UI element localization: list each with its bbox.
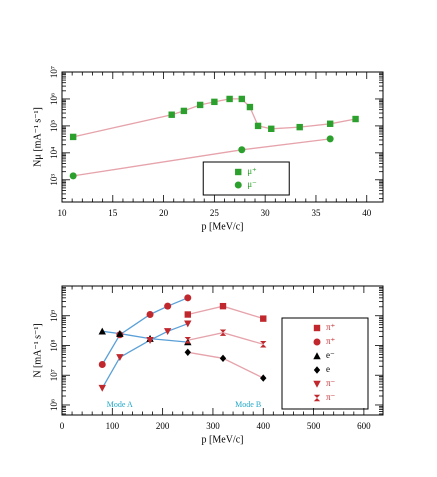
x-tick-label: 600: [357, 421, 371, 431]
x-tick-label: 0: [60, 421, 65, 431]
y-tick-label: 10⁴: [49, 147, 59, 159]
marker: [98, 327, 106, 335]
series-line: [187, 351, 264, 379]
marker: [146, 337, 154, 344]
legend-label: μ⁻: [247, 179, 257, 189]
x-tick-label: 300: [206, 421, 220, 431]
marker: [254, 122, 262, 130]
marker: [260, 315, 267, 322]
marker: [184, 337, 191, 344]
legend-marker: [234, 181, 242, 189]
marker: [116, 329, 124, 337]
y-tick-label: 10⁵: [49, 120, 59, 132]
annotation: Mode A: [107, 400, 133, 409]
y-tick-label: 10⁷: [49, 66, 59, 78]
series-line: [187, 332, 264, 345]
series-line: [73, 138, 331, 177]
x-tick-label: 25: [210, 208, 220, 218]
legend-label: e: [326, 364, 330, 374]
marker: [296, 123, 303, 131]
x-axis-label: p [MeV/c]: [202, 221, 244, 232]
x-tick-label: 20: [159, 208, 169, 218]
y-axis-label: N [mA⁻¹ s⁻¹]: [32, 323, 43, 377]
marker: [184, 294, 192, 302]
marker: [69, 172, 77, 180]
legend-label: μ⁺: [247, 166, 257, 176]
x-tick-label: 35: [311, 208, 321, 218]
x-tick-label: 30: [261, 208, 271, 218]
x-tick-label: 15: [108, 208, 118, 218]
y-tick-label: 10⁶: [49, 399, 59, 411]
legend-marker: [235, 168, 242, 176]
x-tick-label: 10: [58, 208, 68, 218]
marker: [326, 120, 334, 127]
marker: [98, 360, 106, 368]
marker: [219, 354, 227, 363]
marker: [163, 328, 172, 335]
legend-label: π⁺: [326, 336, 336, 346]
y-tick-label: 10⁹: [49, 310, 59, 322]
plot-frame: [61, 285, 384, 416]
legend-label: π⁻: [326, 392, 336, 402]
y-tick-label: 10³: [49, 174, 59, 186]
marker: [268, 125, 275, 133]
x-tick-label: 500: [307, 421, 321, 431]
x-tick-label: 400: [257, 421, 271, 431]
x-tick-label: 200: [156, 421, 170, 431]
marker: [219, 302, 227, 310]
marker: [184, 311, 191, 318]
legend-marker: [313, 394, 321, 402]
marker: [260, 341, 267, 348]
marker: [238, 146, 246, 154]
series-line: [101, 297, 189, 365]
marker: [164, 302, 172, 310]
series-line: [102, 330, 188, 343]
marker: [184, 320, 192, 328]
plot-frame: [61, 71, 384, 203]
marker: [69, 133, 77, 141]
x-tick-label: 100: [106, 421, 120, 431]
y-tick-label: 10⁸: [49, 339, 59, 351]
y-tick-label: 10⁶: [49, 93, 59, 105]
marker: [326, 135, 334, 143]
legend-box: [281, 317, 369, 410]
x-tick-label: 40: [362, 208, 372, 218]
marker: [219, 329, 227, 336]
legend-label: π⁻: [326, 378, 336, 388]
marker: [260, 374, 267, 382]
legend-marker: [313, 324, 321, 332]
marker: [184, 348, 191, 357]
marker: [180, 107, 188, 115]
legend-marker: [313, 366, 321, 374]
legend-marker: [313, 352, 321, 360]
legend-marker: [313, 338, 321, 346]
legend-marker: [313, 380, 321, 388]
annotation: Mode B: [235, 400, 261, 409]
marker: [226, 95, 233, 103]
legend-label: e⁻: [326, 350, 335, 360]
marker: [246, 103, 254, 111]
marker: [211, 98, 218, 106]
marker: [352, 115, 359, 123]
legend-box: [202, 161, 290, 196]
marker: [146, 311, 154, 319]
marker: [238, 95, 246, 103]
legend-label: π⁺: [326, 322, 336, 332]
y-tick-label: 10⁷: [49, 369, 59, 381]
y-axis-label: Nμ [mA⁻¹ s⁻¹]: [32, 107, 43, 167]
marker: [116, 354, 124, 362]
marker: [196, 101, 204, 109]
marker: [98, 384, 106, 392]
x-axis-label: p [MeV/c]: [202, 434, 244, 445]
marker: [168, 111, 175, 118]
